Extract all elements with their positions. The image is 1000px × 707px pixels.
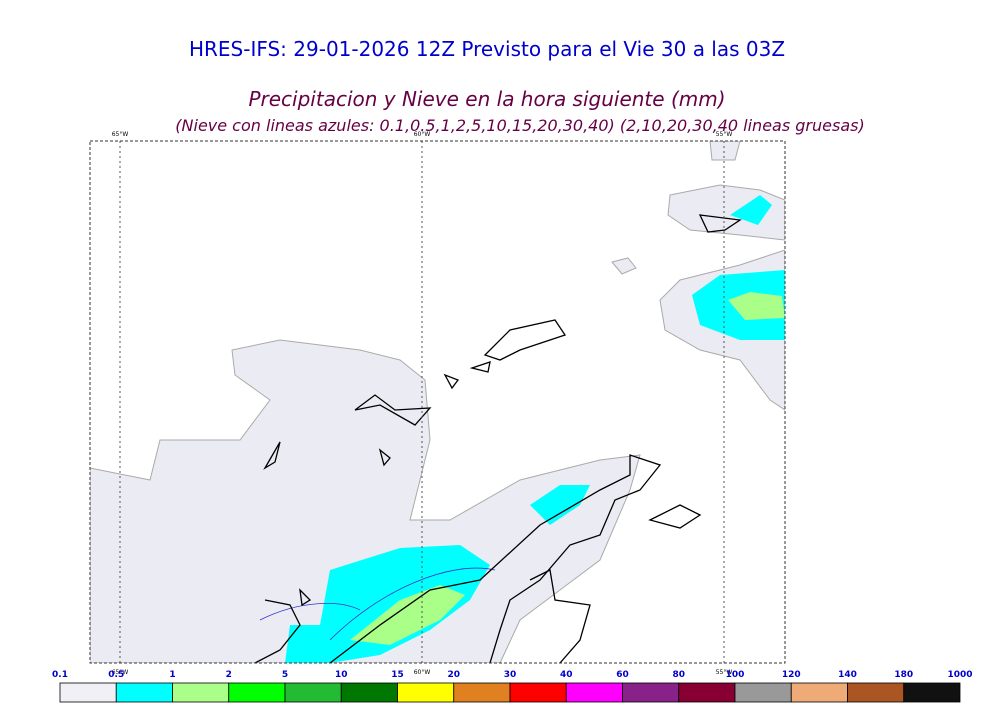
precip-green bbox=[728, 292, 785, 320]
precip-area bbox=[667, 184, 785, 241]
lon-label: 65°W bbox=[112, 669, 129, 676]
colorbar-box bbox=[115, 682, 173, 703]
map bbox=[89, 140, 786, 664]
colorbar-label: 20 bbox=[447, 670, 460, 680]
colorbar-box bbox=[397, 682, 455, 703]
colorbar-label: 1 bbox=[169, 670, 175, 680]
colorbar-label: 1000 bbox=[947, 670, 972, 680]
colorbar-label: 2 bbox=[226, 670, 232, 680]
colorbar-box bbox=[228, 682, 286, 703]
coastline bbox=[254, 214, 742, 663]
colorbar-label: 30 bbox=[504, 670, 517, 680]
colorbar-label: 80 bbox=[672, 670, 685, 680]
colorbar-label: 5 bbox=[282, 670, 288, 680]
precip-area bbox=[611, 141, 741, 275]
colorbar-box bbox=[622, 682, 680, 703]
lon-label: 55°W bbox=[716, 669, 733, 676]
colorbar-box bbox=[340, 682, 398, 703]
colorbar-box bbox=[903, 682, 961, 703]
colorbar-label: 100 bbox=[726, 670, 745, 680]
lon-label: 65°W bbox=[112, 131, 129, 138]
colorbar-label: 0.1 bbox=[52, 670, 68, 680]
colorbar-label: 10 bbox=[335, 670, 348, 680]
colorbar-box bbox=[790, 682, 848, 703]
colorbar-label: 0.5 bbox=[108, 670, 124, 680]
colorbar-box bbox=[59, 682, 117, 703]
colorbar-label: 40 bbox=[560, 670, 573, 680]
snow-line bbox=[259, 567, 496, 641]
coastline bbox=[329, 454, 662, 663]
colorbar-label: 15 bbox=[391, 670, 404, 680]
colorbar-label: 120 bbox=[782, 670, 801, 680]
colorbar-box bbox=[734, 682, 792, 703]
map-frame bbox=[89, 140, 786, 664]
precip-area bbox=[90, 339, 641, 663]
lon-label: 60°W bbox=[414, 669, 431, 676]
colorbar-label: 60 bbox=[616, 670, 629, 680]
colorbar-box bbox=[565, 682, 623, 703]
colorbar-label: 140 bbox=[838, 670, 857, 680]
lon-label: 60°W bbox=[414, 131, 431, 138]
note: (Nieve con lineas azules: 0.1,0.5,1,2,5,… bbox=[175, 116, 864, 135]
colorbar-box bbox=[678, 682, 736, 703]
title: HRES-IFS: 29-01-2026 12Z Previsto para e… bbox=[189, 37, 785, 61]
colorbar-label: 180 bbox=[894, 670, 913, 680]
colorbar-box bbox=[509, 682, 567, 703]
colorbar-box bbox=[172, 682, 230, 703]
coastline bbox=[263, 319, 567, 470]
colorbar-box bbox=[284, 682, 342, 703]
lon-label: 55°W bbox=[716, 131, 733, 138]
subtitle: Precipitacion y Nieve en la hora siguien… bbox=[248, 87, 725, 111]
precip-green bbox=[350, 585, 465, 645]
colorbar-box bbox=[847, 682, 905, 703]
precip-cyan bbox=[730, 195, 772, 225]
precip-cyan bbox=[530, 485, 590, 525]
colorbar-box bbox=[453, 682, 511, 703]
